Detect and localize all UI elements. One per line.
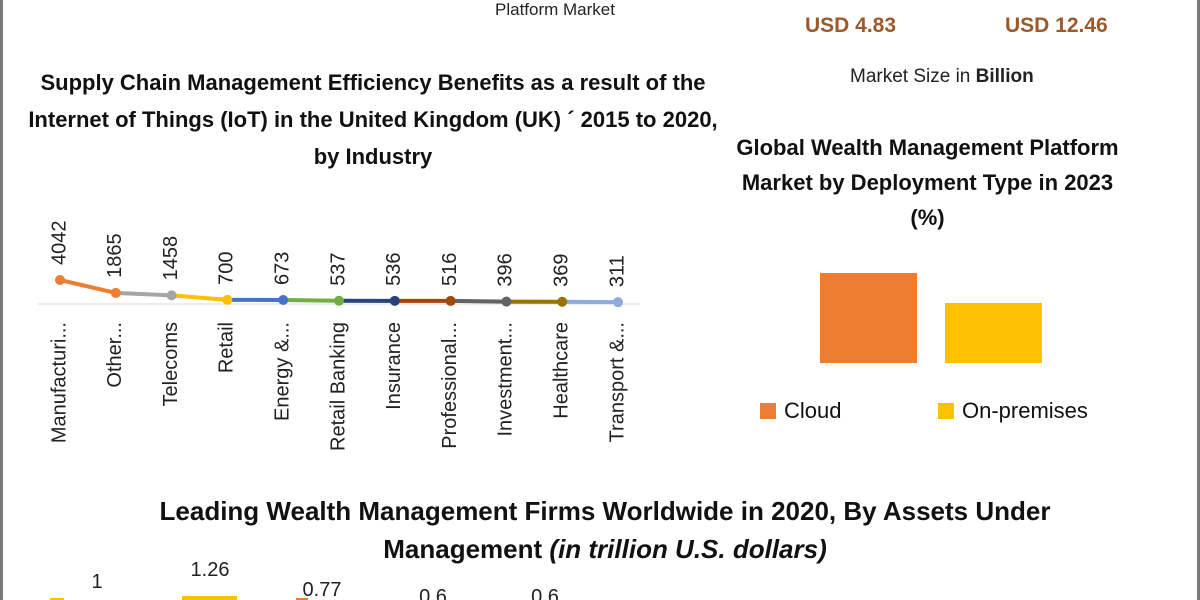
cloud-swatch [760, 403, 776, 419]
right-frame-border [1197, 0, 1200, 600]
legend-label-on-premises: On-premises [962, 398, 1088, 423]
iot-category-label: Insurance [383, 322, 405, 410]
iot-value-label: 700 [216, 251, 238, 284]
iot-line-segment [281, 298, 341, 303]
wealth-bar [296, 598, 308, 600]
wealth-bar [182, 596, 237, 600]
wealth-value-label: 1 [91, 571, 102, 593]
on-premises-swatch [938, 403, 954, 419]
wealth-firms-title-main: Leading Wealth Management Firms Worldwid… [159, 496, 1051, 564]
legend-item-on-premises: On-premises [938, 398, 1088, 424]
iot-data-point [613, 297, 623, 308]
iot-value-label: 4042 [48, 221, 70, 266]
iot-value-label: 311 [606, 255, 628, 287]
iot-line-segment [113, 290, 174, 298]
iot-value-label: 1458 [160, 236, 182, 281]
iot-chart-title: Supply Chain Management Efficiency Benef… [28, 70, 718, 169]
deployment-bar-cloud [820, 273, 917, 363]
iot-data-point [55, 275, 65, 285]
iot-data-point [278, 295, 289, 306]
wealth-value-label: 0.6 [531, 586, 559, 600]
wealth-value-label: 1.26 [191, 559, 230, 581]
market-size-unit: Billion [975, 66, 1034, 87]
iot-data-point [501, 296, 512, 307]
iot-data-point [389, 295, 400, 306]
market-size-prefix: Market Size in [850, 66, 976, 87]
legend-item-cloud: Cloud [760, 398, 841, 424]
iot-data-point [166, 290, 177, 301]
iot-value-label: 516 [439, 253, 461, 286]
iot-category-label: Telecoms [160, 322, 182, 406]
iot-category-label: Other... [104, 322, 126, 388]
market-size-2023: USD 4.83 [805, 14, 897, 37]
wealth-firms-title-unit: (in trillion U.S. dollars) [549, 534, 827, 564]
iot-data-point [557, 296, 568, 307]
top-subtitle: Platform Market [495, 0, 615, 19]
deployment-bar-on-premises [945, 303, 1042, 363]
market-size-caption: Market Size in Billion [850, 66, 1034, 88]
iot-data-point [334, 295, 344, 306]
iot-data-point [445, 295, 456, 306]
iot-line-segment [169, 293, 230, 302]
iot-line-segment [58, 278, 118, 295]
iot-category-label: Retail Banking [327, 322, 349, 451]
iot-data-point [110, 287, 121, 298]
market-size-forecast: USD 12.46 [1005, 14, 1108, 37]
wealth-value-label: 0.77 [303, 579, 342, 600]
iot-data-point [222, 294, 233, 305]
wealth-bar [50, 598, 64, 600]
iot-value-label: 537 [327, 252, 349, 285]
iot-category-label: Retail [216, 322, 238, 373]
iot-line-segment [448, 298, 509, 304]
iot-value-label: 673 [271, 252, 293, 285]
iot-value-label: 369 [550, 253, 572, 286]
deployment-chart-title: Global Wealth Management Platform Market… [736, 135, 1119, 230]
iot-value-label: 1865 [104, 233, 126, 278]
wealth-firms-chart-title: Leading Wealth Management Firms Worldwid… [150, 492, 1060, 568]
iot-category-label: Manufacturi... [48, 322, 70, 443]
iot-category-label: Investment... [495, 322, 517, 437]
iot-category-label: Transport &... [606, 322, 628, 442]
iot-category-label: Professional... [439, 322, 461, 449]
iot-value-label: 536 [383, 252, 405, 285]
legend-label-cloud: Cloud [784, 398, 842, 423]
left-frame-border [0, 0, 3, 600]
iot-value-label: 396 [495, 253, 517, 286]
iot-category-label: Energy &... [271, 322, 293, 421]
wealth-value-label: 0.6 [419, 586, 447, 600]
iot-category-label: Healthcare [550, 322, 572, 419]
